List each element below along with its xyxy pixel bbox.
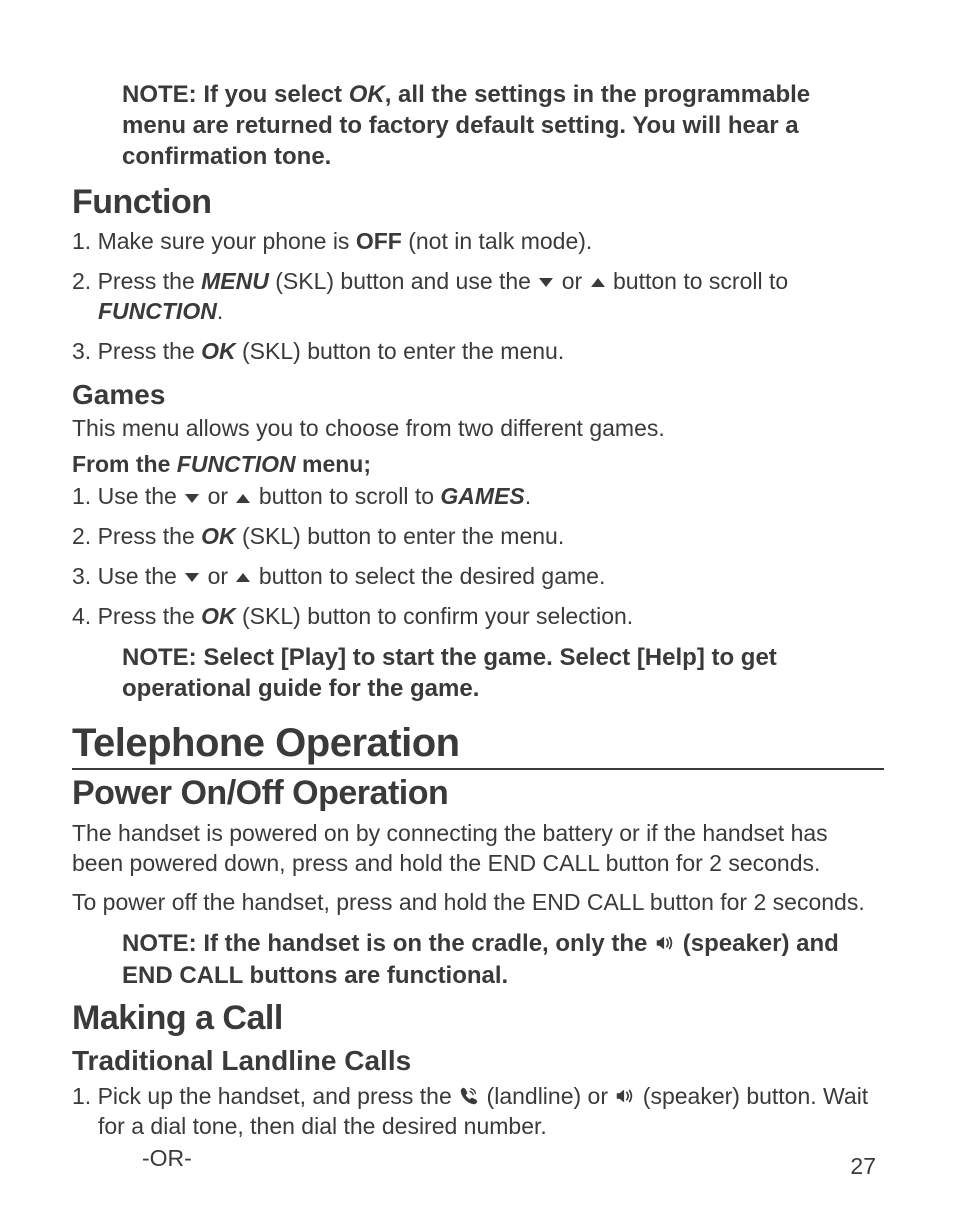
speaker-icon — [614, 1085, 636, 1107]
step-3: 3. Press the OK (SKL) button to enter th… — [72, 337, 884, 367]
step-3: 3. Use the or button to select the desir… — [72, 562, 884, 592]
note-cradle-buttons: NOTE: If the handset is on the cradle, o… — [122, 928, 874, 990]
text: or — [201, 483, 234, 509]
heading-power-onoff: Power On/Off Operation — [72, 772, 884, 815]
function-key: FUNCTION — [177, 451, 296, 477]
text: (not in talk mode). — [402, 228, 592, 254]
ok-key: OK — [201, 338, 236, 364]
note-factory-default: NOTE: If you select OK, all the settings… — [122, 79, 874, 173]
text: Use the — [98, 483, 184, 509]
text: Press the — [98, 268, 202, 294]
making-call-steps: 1. Pick up the handset, and press the (l… — [72, 1082, 884, 1174]
text: . — [217, 298, 223, 324]
text: or — [201, 563, 234, 589]
down-arrow-icon — [539, 278, 553, 287]
step-2: 2. Press the MENU (SKL) button and use t… — [72, 267, 884, 327]
games-intro: This menu allows you to choose from two … — [72, 414, 884, 444]
text: (SKL) button to enter the menu. — [236, 338, 565, 364]
from-function-menu: From the FUNCTION menu; — [72, 450, 884, 479]
games-steps: 1. Use the or button to scroll to GAMES.… — [72, 482, 884, 632]
step-1: 1. Pick up the handset, and press the (l… — [72, 1082, 884, 1174]
function-steps: 1. Make sure your phone is OFF (not in t… — [72, 227, 884, 367]
power-off-paragraph: To power off the handset, press and hold… — [72, 888, 884, 918]
text: button to select the desired game. — [252, 563, 605, 589]
heading-function: Function — [72, 181, 884, 224]
text: From the — [72, 451, 177, 477]
text: or — [555, 268, 588, 294]
menu-key: MENU — [201, 268, 269, 294]
speaker-icon — [654, 932, 676, 954]
text: (SKL) button to enter the menu. — [236, 523, 565, 549]
text: button to scroll to — [252, 483, 440, 509]
step-1: 1. Make sure your phone is OFF (not in t… — [72, 227, 884, 257]
power-on-paragraph: The handset is powered on by connecting … — [72, 819, 884, 879]
or-separator: -OR- — [142, 1144, 884, 1174]
down-arrow-icon — [185, 494, 199, 503]
text: Pick up the handset, and press the — [98, 1083, 459, 1109]
function-key: FUNCTION — [98, 298, 217, 324]
ok-key: OK — [201, 523, 236, 549]
text: NOTE: If you select — [122, 81, 349, 108]
manual-page: NOTE: If you select OK, all the settings… — [0, 0, 954, 1215]
heading-telephone-operation: Telephone Operation — [72, 718, 884, 770]
games-key: GAMES — [440, 483, 524, 509]
text: button to scroll to — [607, 268, 789, 294]
up-arrow-icon — [236, 573, 250, 582]
text: (SKL) button and use the — [269, 268, 538, 294]
step-2: 2. Press the OK (SKL) button to enter th… — [72, 522, 884, 552]
text: Make sure your phone is — [98, 228, 356, 254]
text: Press the — [98, 338, 202, 364]
step-1: 1. Use the or button to scroll to GAMES. — [72, 482, 884, 512]
heading-traditional-landline: Traditional Landline Calls — [72, 1043, 884, 1078]
up-arrow-icon — [591, 278, 605, 287]
page-number: 27 — [850, 1152, 876, 1181]
ok-key: OK — [349, 81, 385, 108]
landline-icon — [458, 1085, 480, 1107]
step-4: 4. Press the OK (SKL) button to confirm … — [72, 602, 884, 632]
text: (landline) or — [480, 1083, 614, 1109]
text: NOTE: If the handset is on the cradle, o… — [122, 930, 654, 957]
heading-games: Games — [72, 377, 884, 412]
text: . — [525, 483, 531, 509]
text: Use the — [98, 563, 184, 589]
heading-making-call: Making a Call — [72, 997, 884, 1040]
text: (SKL) button to confirm your selection. — [236, 603, 634, 629]
ok-key: OK — [201, 603, 236, 629]
note-play-help: NOTE: Select [Play] to start the game. S… — [122, 642, 874, 704]
text: Press the — [98, 523, 202, 549]
text: menu; — [296, 451, 371, 477]
text: Press the — [98, 603, 202, 629]
up-arrow-icon — [236, 494, 250, 503]
down-arrow-icon — [185, 573, 199, 582]
off-label: OFF — [356, 228, 402, 254]
